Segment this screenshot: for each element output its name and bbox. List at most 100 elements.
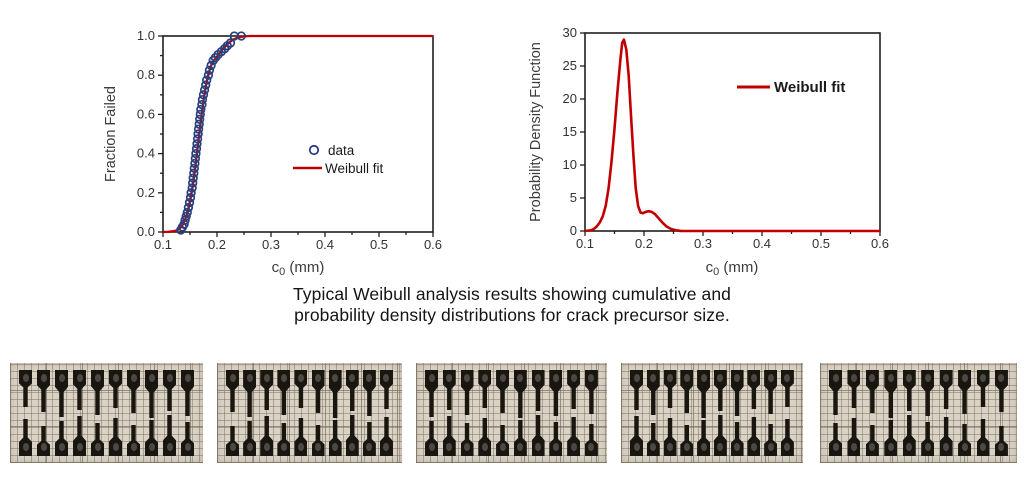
- axes: [584, 32, 881, 232]
- tensile-specimen: [764, 424, 778, 456]
- tensile-specimen: [328, 420, 342, 456]
- tensile-specimen: [260, 416, 274, 456]
- tensile-specimen: [109, 370, 122, 408]
- tensile-specimen: [277, 370, 291, 415]
- tensile-specimen: [379, 417, 393, 456]
- tensile-specimen: [884, 370, 898, 418]
- y-axis-label: Probability Density Function: [528, 42, 544, 222]
- axis-ticks: [158, 35, 434, 237]
- tensile-specimen: [311, 425, 325, 456]
- specimen-marking: [263, 374, 270, 382]
- specimen-marking: [349, 443, 356, 451]
- tensile-specimen: [847, 418, 861, 456]
- specimen-marking: [464, 374, 471, 382]
- specimen-marking: [535, 443, 542, 451]
- tensile-specimen: [460, 370, 474, 415]
- tensile-specimen: [127, 425, 140, 456]
- specimen-marking: [683, 374, 690, 382]
- caption-line-1: Typical Weibull analysis results showing…: [292, 284, 732, 304]
- tensile-specimen: [976, 419, 990, 456]
- tensile-specimen: [163, 370, 176, 411]
- legend-label: data: [328, 143, 355, 158]
- specimen-marking: [517, 374, 524, 382]
- tensile-specimen: [362, 370, 376, 416]
- specimen-marking: [961, 443, 968, 451]
- specimen-row-bottom: [630, 415, 794, 456]
- data-point: [192, 139, 202, 149]
- tensile-specimen: [994, 426, 1008, 456]
- tensile-specimen: [584, 370, 598, 414]
- tensile-specimen: [747, 417, 761, 456]
- specimen-marking: [734, 443, 741, 451]
- specimen-marking: [683, 443, 690, 451]
- tensile-specimen: [243, 421, 257, 456]
- x-tick-label: 0.4: [753, 236, 771, 251]
- data-point: [225, 38, 236, 48]
- specimen-marking: [633, 374, 640, 382]
- specimen-row-bottom: [226, 415, 393, 456]
- tensile-specimen: [780, 370, 794, 407]
- specimen-marking: [850, 374, 857, 382]
- specimen-marking: [280, 443, 287, 451]
- tensile-specimen: [294, 370, 308, 408]
- tensile-specimen: [460, 423, 474, 456]
- specimen-marking: [297, 443, 304, 451]
- specimen-photo-4: [621, 363, 803, 463]
- y-tick-label: 0.4: [137, 146, 155, 161]
- tensile-specimen: [478, 418, 492, 456]
- data-point: [193, 129, 203, 139]
- specimen-marking: [166, 374, 173, 382]
- tensile-specimen: [425, 421, 438, 456]
- specimen-marking: [148, 374, 155, 382]
- specimen-marking: [980, 443, 986, 451]
- specimen-marking: [366, 443, 373, 451]
- tensile-specimen: [976, 370, 990, 407]
- specimen-photo-2: [217, 363, 402, 463]
- specimen-marking: [446, 374, 453, 382]
- data-point: [202, 75, 212, 85]
- tensile-specimen: [91, 423, 104, 456]
- specimen-marking: [428, 443, 435, 451]
- specimen-row-bottom: [19, 415, 194, 456]
- specimen-marking: [184, 374, 191, 382]
- specimen-marking: [869, 443, 876, 451]
- x-tick-label: 0.5: [812, 236, 830, 251]
- tensile-specimen: [442, 370, 456, 410]
- data-point: [195, 114, 205, 124]
- specimen-marking: [650, 443, 657, 451]
- specimen-marking: [700, 374, 707, 382]
- specimen-marking: [552, 443, 559, 451]
- specimen-marking: [166, 443, 173, 451]
- pdf-chart: 0.1 0.2 0.3 0.4 0.5 0.6 0 5 10 15 20 25 30 Probabilit…: [528, 25, 890, 278]
- specimen-marking: [499, 443, 506, 451]
- specimen-marking: [481, 443, 488, 451]
- y-tick-label: 1.0: [137, 28, 155, 43]
- data-point: [182, 207, 192, 218]
- tensile-specimen: [730, 370, 744, 416]
- specimen-marking: [263, 443, 270, 451]
- tensile-specimen: [630, 416, 643, 456]
- specimen-marking: [906, 374, 913, 382]
- x-tick-label: 0.5: [370, 237, 388, 252]
- specimen-marking: [332, 443, 339, 451]
- x-axis-label: c0 (mm): [272, 259, 325, 278]
- tick-labels: 0.1 0.2 0.3 0.4 0.5 0.6 0 5 10 15 20 25 30: [563, 25, 890, 251]
- specimen-marking: [332, 374, 339, 382]
- legend-label: Weibull fit: [774, 79, 845, 96]
- tensile-specimen: [277, 423, 291, 456]
- specimen-marking: [94, 443, 101, 451]
- data-point: [197, 95, 208, 105]
- tensile-specimen: [73, 370, 86, 410]
- data-point: [187, 183, 197, 193]
- specimen-marking: [667, 374, 674, 382]
- tensile-specimen: [663, 370, 677, 408]
- tensile-specimen: [697, 370, 711, 418]
- tensile-specimen: [345, 370, 359, 411]
- tensile-specimen: [549, 422, 563, 456]
- figure-caption: Typical Weibull analysis results showing…: [0, 284, 1024, 326]
- specimen-row-top: [829, 370, 1008, 418]
- specimen-marking: [906, 443, 913, 451]
- tensile-specimen: [584, 424, 598, 456]
- y-tick-label: 0.2: [137, 185, 155, 200]
- y-tick-label: 0.0: [137, 224, 155, 239]
